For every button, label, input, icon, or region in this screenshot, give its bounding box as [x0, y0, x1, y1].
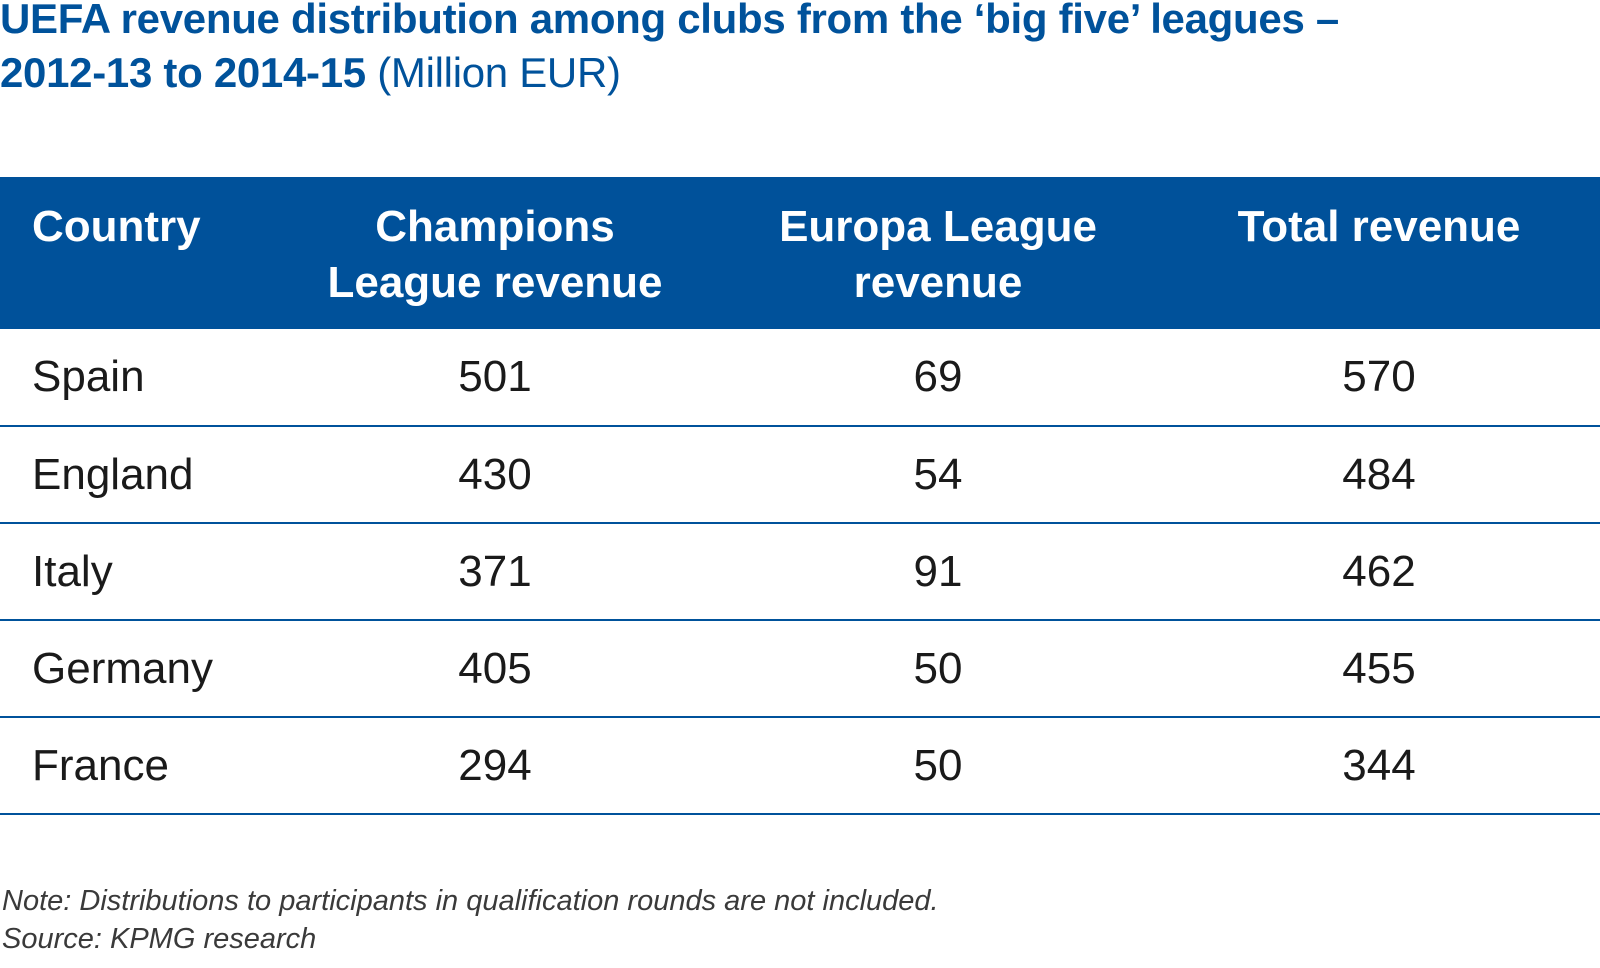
header-total-line-1: Total revenue	[1237, 202, 1521, 251]
note-text: Note: Distributions to participants in q…	[2, 885, 939, 917]
table-row: England 430 54 484	[0, 426, 1600, 524]
table-body: Spain 501 69 570 England 430 54 484 Ital…	[0, 329, 1600, 815]
cell-europa-league: 50	[718, 717, 1158, 815]
table-header: Country Champions League revenue Europa …	[0, 177, 1600, 329]
cell-total-revenue: 484	[1158, 426, 1600, 524]
header-champions-line-2: League revenue	[327, 258, 663, 307]
source-text: Source: KPMG research	[2, 923, 317, 955]
header-total-revenue: Total revenue	[1158, 177, 1600, 329]
header-country-line-1: Country	[32, 202, 201, 251]
table-row: France 294 50 344	[0, 717, 1600, 815]
cell-europa-league: 54	[718, 426, 1158, 524]
revenue-table: Country Champions League revenue Europa …	[0, 177, 1600, 815]
title-unit: (Million EUR)	[377, 49, 621, 96]
table-row: Italy 371 91 462	[0, 523, 1600, 621]
header-europa-line-2: revenue	[853, 258, 1023, 307]
cell-country: France	[0, 717, 272, 815]
table-row: Germany 405 50 455	[0, 620, 1600, 718]
cell-europa-league: 50	[718, 620, 1158, 718]
header-country: Country	[0, 177, 272, 329]
header-europa-league: Europa League revenue	[718, 177, 1158, 329]
cell-country: Spain	[0, 329, 272, 427]
title-line-1: UEFA revenue distribution among clubs fr…	[0, 0, 1339, 42]
cell-total-revenue: 344	[1158, 717, 1600, 815]
cell-country: Italy	[0, 523, 272, 621]
cell-champions-league: 405	[272, 620, 718, 718]
chart-title: UEFA revenue distribution among clubs fr…	[0, 0, 1600, 100]
cell-total-revenue: 455	[1158, 620, 1600, 718]
cell-europa-league: 69	[718, 329, 1158, 427]
cell-champions-league: 371	[272, 523, 718, 621]
header-europa-line-1: Europa League	[779, 202, 1097, 251]
cell-country: Germany	[0, 620, 272, 718]
cell-champions-league: 430	[272, 426, 718, 524]
cell-champions-league: 294	[272, 717, 718, 815]
footnotes: Note: Distributions to participants in q…	[2, 882, 939, 958]
title-line-2: 2012-13 to 2014-15	[0, 49, 366, 96]
cell-total-revenue: 462	[1158, 523, 1600, 621]
table-row: Spain 501 69 570	[0, 329, 1600, 427]
header-row: Country Champions League revenue Europa …	[0, 177, 1600, 329]
cell-europa-league: 91	[718, 523, 1158, 621]
cell-total-revenue: 570	[1158, 329, 1600, 427]
cell-champions-league: 501	[272, 329, 718, 427]
header-champions-league: Champions League revenue	[272, 177, 718, 329]
header-champions-line-1: Champions	[375, 202, 615, 251]
cell-country: England	[0, 426, 272, 524]
